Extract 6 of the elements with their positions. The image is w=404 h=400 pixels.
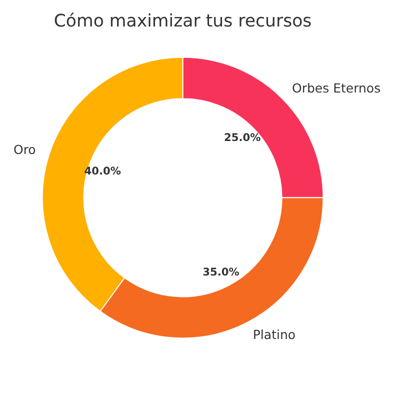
slice-label: Platino xyxy=(252,327,296,342)
chart-title: Cómo maximizar tus recursos xyxy=(54,11,312,32)
data-label: 25.0% xyxy=(224,132,262,144)
data-label: 35.0% xyxy=(202,266,240,279)
slice-label: Orbes Eternos xyxy=(292,80,381,96)
slice-label: Oro xyxy=(13,142,36,157)
